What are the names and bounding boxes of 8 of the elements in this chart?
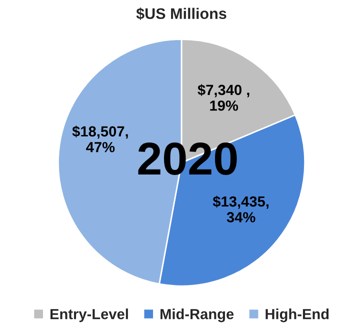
text: 2020 xyxy=(138,142,237,175)
data-label: $7,340 , 19% xyxy=(198,84,250,111)
legend-label: Entry-Level xyxy=(50,308,128,322)
chart-title: $US Millions xyxy=(136,8,226,20)
data-label: $18,507, 47% xyxy=(72,126,128,152)
legend-label: High-End xyxy=(266,308,329,322)
legend-label: Mid-Range xyxy=(160,308,234,322)
data-label: $13,435, 34% xyxy=(212,196,268,222)
